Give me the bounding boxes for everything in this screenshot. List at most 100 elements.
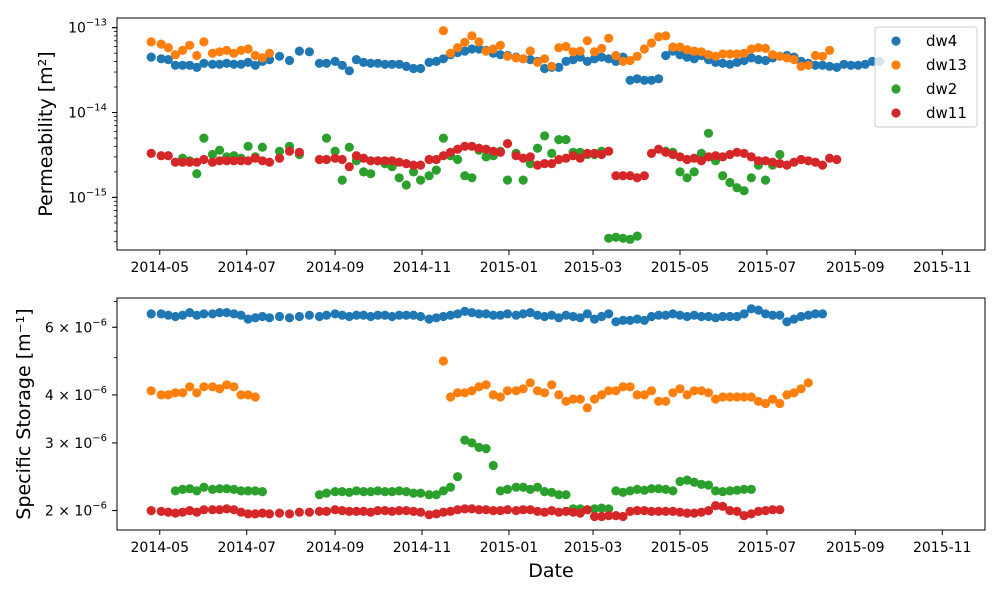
data-point bbox=[639, 485, 650, 495]
data-point bbox=[725, 59, 735, 69]
data-point bbox=[146, 386, 156, 396]
data-point bbox=[611, 386, 621, 396]
data-point bbox=[431, 490, 441, 500]
data-point bbox=[337, 175, 347, 185]
data-point bbox=[682, 45, 692, 55]
data-point bbox=[525, 378, 535, 388]
data-point bbox=[424, 171, 434, 181]
data-point bbox=[387, 156, 397, 166]
data-point bbox=[199, 58, 209, 68]
data-point bbox=[438, 133, 448, 143]
data-point bbox=[330, 153, 340, 163]
data-point bbox=[387, 311, 397, 322]
data-point bbox=[243, 141, 253, 151]
legend-label: dw13 bbox=[926, 56, 967, 74]
data-point bbox=[525, 484, 535, 494]
data-point bbox=[445, 482, 456, 492]
data-point bbox=[243, 390, 253, 400]
data-point bbox=[207, 309, 218, 319]
data-point bbox=[525, 46, 535, 56]
data-point bbox=[156, 506, 166, 516]
data-point bbox=[561, 135, 571, 145]
data-point bbox=[481, 46, 491, 56]
data-point bbox=[274, 508, 285, 518]
data-point bbox=[654, 506, 664, 516]
data-point bbox=[554, 490, 564, 500]
data-point bbox=[532, 482, 543, 492]
data-point bbox=[146, 309, 156, 319]
data-point bbox=[554, 507, 564, 517]
data-point bbox=[703, 311, 714, 322]
data-point bbox=[518, 384, 528, 394]
data-point bbox=[661, 147, 671, 157]
data-point bbox=[611, 232, 621, 242]
data-point bbox=[654, 484, 664, 494]
data-point bbox=[682, 390, 692, 400]
data-point bbox=[646, 75, 657, 85]
data-point bbox=[632, 484, 642, 494]
data-point bbox=[192, 507, 202, 517]
data-point bbox=[474, 309, 484, 319]
data-point bbox=[753, 43, 764, 53]
data-point bbox=[170, 486, 180, 496]
data-point bbox=[199, 154, 209, 165]
data-point bbox=[250, 313, 260, 323]
data-point bbox=[532, 386, 543, 396]
data-point bbox=[632, 51, 642, 61]
data-point bbox=[817, 309, 828, 319]
data-point bbox=[511, 506, 521, 516]
data-point bbox=[394, 310, 404, 320]
data-point bbox=[725, 49, 735, 59]
data-point bbox=[582, 36, 592, 46]
data-point bbox=[689, 477, 699, 487]
data-point bbox=[373, 486, 383, 496]
data-point bbox=[495, 40, 505, 50]
data-point bbox=[511, 151, 521, 161]
data-point bbox=[639, 44, 650, 54]
data-point bbox=[668, 388, 678, 398]
data-point bbox=[416, 175, 426, 185]
data-point bbox=[511, 386, 521, 396]
data-point bbox=[625, 75, 635, 85]
data-point bbox=[675, 310, 685, 320]
data-point bbox=[625, 486, 635, 496]
data-point bbox=[467, 504, 477, 514]
data-point bbox=[632, 231, 642, 241]
data-point bbox=[547, 61, 557, 71]
legend-item-dw4: dw4 bbox=[891, 32, 957, 50]
data-point bbox=[618, 233, 628, 243]
data-point bbox=[467, 438, 477, 448]
data-point bbox=[718, 171, 728, 181]
data-point bbox=[753, 305, 764, 315]
data-point bbox=[611, 317, 621, 327]
data-point bbox=[632, 314, 642, 324]
data-point bbox=[243, 44, 253, 54]
data-point bbox=[746, 173, 756, 183]
data-point bbox=[575, 508, 585, 518]
data-point bbox=[366, 58, 376, 68]
data-point bbox=[511, 482, 521, 492]
data-point bbox=[540, 54, 550, 64]
data-point bbox=[222, 45, 232, 56]
data-point bbox=[337, 487, 347, 497]
data-point bbox=[732, 147, 742, 157]
data-point bbox=[753, 156, 764, 166]
data-point bbox=[511, 310, 521, 320]
data-point bbox=[351, 151, 361, 161]
data-point bbox=[675, 152, 685, 162]
data-point bbox=[739, 186, 749, 196]
series-dw11 bbox=[146, 501, 785, 522]
data-point bbox=[682, 311, 692, 322]
data-point bbox=[525, 308, 535, 318]
data-point bbox=[832, 154, 842, 165]
data-point bbox=[589, 394, 600, 404]
data-point bbox=[718, 392, 728, 402]
data-point bbox=[604, 146, 614, 156]
data-point bbox=[314, 154, 324, 165]
data-point bbox=[618, 171, 628, 181]
data-point bbox=[474, 442, 484, 452]
data-point bbox=[284, 509, 295, 519]
data-point bbox=[438, 26, 448, 36]
x-tick-label: 2014-09 bbox=[306, 540, 365, 556]
data-point bbox=[817, 160, 828, 170]
